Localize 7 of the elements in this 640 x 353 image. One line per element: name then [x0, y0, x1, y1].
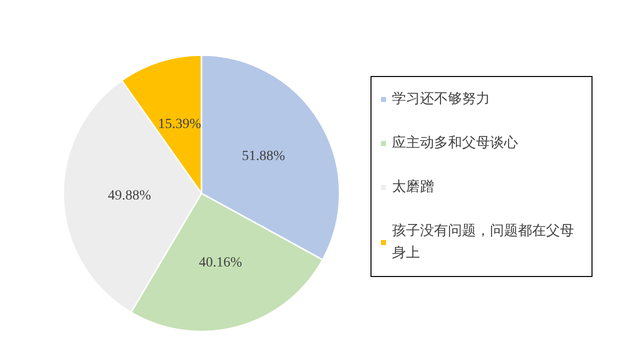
data-label: 51.88% — [242, 149, 286, 164]
legend-label: 孩子没有问题，问题都在父母身上 — [392, 223, 574, 261]
legend-label: 太磨蹭 — [392, 179, 434, 195]
legend-label: 应主动多和父母谈心 — [392, 135, 518, 151]
data-label: 40.16% — [198, 255, 242, 270]
legend-label: 学习还不够努力 — [392, 91, 490, 107]
data-label: 49.88% — [108, 188, 152, 204]
